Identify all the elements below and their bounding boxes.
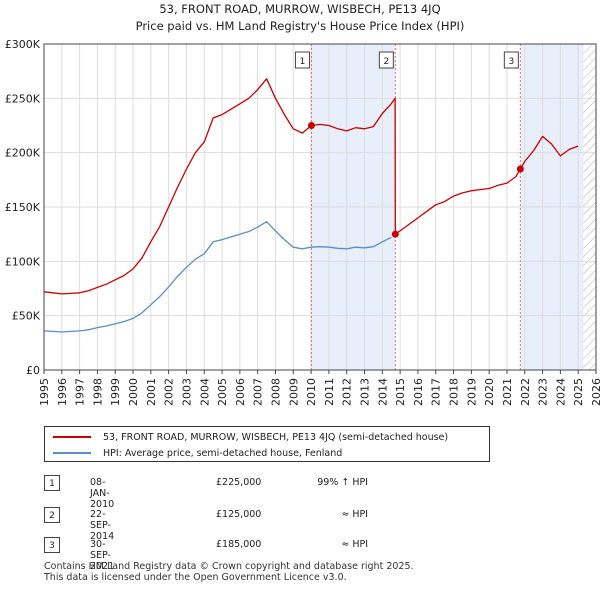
legend-swatch-hpi [53, 452, 91, 454]
sale-point [391, 230, 399, 238]
sale-label-box [503, 51, 519, 69]
transaction-date: 30-SEP-2021 [90, 539, 115, 572]
legend-item-property: 53, FRONT ROAD, MURROW, WISBECH, PE13 4J… [53, 429, 448, 445]
x-tick-label: 2026 [590, 378, 600, 406]
transaction-number: 2 [44, 507, 60, 523]
sale-label-number: 3 [508, 57, 514, 67]
legend: 53, FRONT ROAD, MURROW, WISBECH, PE13 4J… [44, 426, 490, 462]
chart-title: 53, FRONT ROAD, MURROW, WISBECH, PE13 4J… [159, 2, 440, 16]
transaction-price: £225,000 [216, 477, 262, 488]
x-tick-label: 2004 [198, 378, 211, 406]
x-tick-label: 1996 [56, 378, 69, 406]
property-price-series [44, 78, 579, 295]
x-tick-label: 2025 [572, 378, 585, 406]
x-tick-label: 2013 [359, 378, 372, 406]
x-tick-label: 2007 [252, 378, 265, 406]
x-tick-label: 2016 [412, 378, 425, 406]
legend-item-hpi: HPI: Average price, semi-detached house,… [53, 445, 342, 461]
footer-attribution: Contains HM Land Registry data © Crown c… [44, 561, 414, 583]
y-tick-label: £200K [5, 147, 41, 160]
x-tick-label: 2019 [465, 378, 478, 406]
chart-subtitle: Price paid vs. HM Land Registry's House … [136, 19, 465, 33]
x-tick-label: 2002 [163, 378, 176, 406]
x-tick-label: 2001 [145, 378, 158, 406]
sale-point [516, 165, 524, 173]
x-tick-label: 2023 [537, 378, 550, 406]
x-tick-label: 2009 [287, 378, 300, 406]
x-tick-label: 2010 [305, 378, 318, 406]
x-tick-label: 2011 [323, 378, 336, 406]
y-tick-label: £250K [5, 92, 41, 105]
transaction-date: 22-SEP-2014 [90, 509, 115, 542]
transaction-price: £185,000 [216, 539, 262, 550]
x-tick-label: 2020 [483, 378, 496, 406]
sale-label-number: 1 [300, 57, 306, 67]
legend-label-hpi: HPI: Average price, semi-detached house,… [103, 447, 343, 459]
x-tick-label: 2014 [376, 378, 389, 406]
x-tick-label: 2015 [394, 378, 407, 406]
x-tick-label: 1998 [91, 378, 104, 406]
x-tick-label: 2012 [341, 378, 354, 406]
y-tick-label: £100K [5, 255, 41, 268]
x-tick-label: 2024 [554, 378, 567, 406]
transaction-hpi: ≈ HPI [341, 509, 368, 520]
price-chart: 53, FRONT ROAD, MURROW, WISBECH, PE13 4J… [5, 2, 600, 406]
x-tick-label: 2018 [448, 378, 461, 406]
legend-label-property: 53, FRONT ROAD, MURROW, WISBECH, PE13 4J… [103, 431, 449, 443]
footer-line-copyright: Contains HM Land Registry data © Crown c… [44, 561, 414, 572]
x-tick-label: 2000 [127, 378, 140, 406]
transaction-number: 3 [44, 537, 60, 553]
hpi-series [44, 221, 392, 333]
x-tick-label: 2022 [519, 378, 532, 406]
sale-label-box [294, 51, 310, 69]
x-tick-label: 1997 [74, 378, 87, 406]
transaction-hpi: 99% ↑ HPI [317, 477, 368, 488]
y-tick-label: £150K [5, 201, 41, 214]
sale-point [307, 122, 315, 129]
transaction-price: £125,000 [216, 509, 262, 520]
x-tick-label: 2008 [269, 378, 282, 406]
footer-line-licence: This data is licensed under the Open Gov… [44, 572, 347, 583]
x-tick-label: 2017 [430, 378, 443, 406]
x-tick-label: 1995 [38, 378, 51, 406]
transaction-number: 1 [44, 475, 60, 491]
plot-frame [43, 43, 597, 371]
x-tick-label: 2021 [501, 378, 514, 406]
x-tick-label: 2003 [180, 378, 193, 406]
transaction-hpi: ≈ HPI [341, 539, 368, 550]
transaction-date: 08-JAN-2010 [90, 477, 115, 510]
x-tick-label: 2005 [216, 378, 229, 406]
sale-label-number: 2 [383, 57, 389, 67]
y-tick-label: £0 [26, 364, 40, 377]
sale-label-box [378, 51, 394, 69]
x-tick-label: 1999 [109, 378, 122, 406]
legend-swatch-property [53, 436, 91, 438]
y-tick-label: £300K [5, 38, 41, 51]
x-tick-label: 2006 [234, 378, 247, 406]
y-tick-label: £50K [12, 310, 41, 323]
